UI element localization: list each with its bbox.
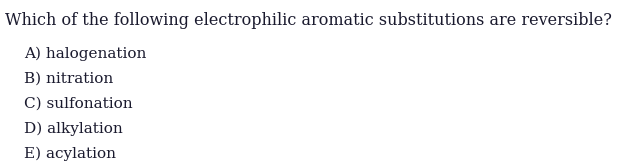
Text: E) acylation: E) acylation [24, 146, 116, 161]
Text: Which of the following electrophilic aromatic substitutions are reversible?: Which of the following electrophilic aro… [5, 12, 612, 29]
Text: C) sulfonation: C) sulfonation [24, 97, 132, 111]
Text: A) halogenation: A) halogenation [24, 47, 146, 61]
Text: B) nitration: B) nitration [24, 72, 113, 86]
Text: D) alkylation: D) alkylation [24, 122, 123, 136]
